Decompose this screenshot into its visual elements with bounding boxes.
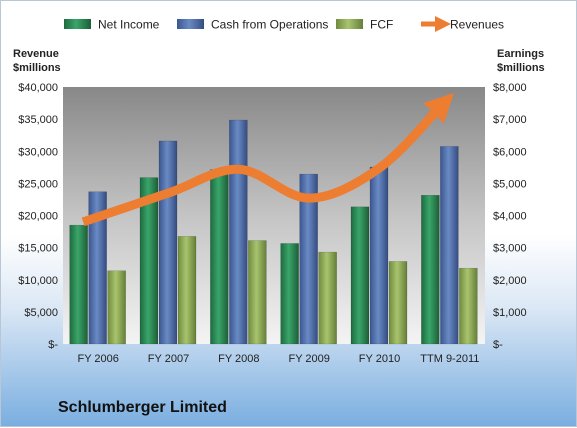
right-tick-label: $- — [493, 339, 503, 351]
left-tick-label: $15,000 — [18, 243, 58, 255]
x-tick-label: FY 2006 — [77, 353, 118, 365]
bar-net-income — [280, 243, 299, 345]
left-axis-title-line1: Revenue — [13, 48, 59, 60]
bar-fcf — [318, 251, 337, 345]
left-tick-label: $25,000 — [18, 178, 58, 190]
right-tick-label: $1,000 — [493, 307, 527, 319]
bars — [69, 119, 478, 345]
bar-net-income — [69, 224, 88, 345]
x-tick-label: FY 2009 — [288, 353, 329, 365]
left-tick-label: $10,000 — [18, 275, 58, 287]
x-tick-label: FY 2010 — [359, 353, 400, 365]
right-tick-label: $6,000 — [493, 146, 527, 158]
x-tick-label: FY 2008 — [218, 353, 259, 365]
bar-net-income — [210, 169, 229, 345]
left-tick-label: $30,000 — [18, 146, 58, 158]
left-tick-label: $- — [48, 339, 58, 351]
right-tick-label: $8,000 — [493, 82, 527, 94]
bar-fcf — [177, 236, 197, 345]
revenues-line — [81, 92, 454, 227]
bar-fcf — [459, 267, 478, 345]
right-tick-label: $4,000 — [493, 211, 527, 223]
bar-cash-from-operations — [229, 119, 248, 345]
right-axis-title-line2: $millions — [497, 62, 545, 74]
bar-cash-from-operations — [299, 173, 318, 345]
revenue-series — [81, 92, 454, 227]
legend-label-fcf: FCF — [370, 18, 393, 32]
legend-label-net-income: Net Income — [98, 18, 160, 32]
legend-swatch-net-income — [64, 19, 91, 29]
left-axis-title-line2: $millions — [13, 62, 61, 74]
x-tick-label: FY 2007 — [148, 353, 189, 365]
bar-fcf — [388, 261, 408, 345]
legend: Net Income Cash from Operations FCF Revenue… — [64, 15, 504, 33]
right-tick-label: $7,000 — [493, 114, 527, 126]
left-tick-label: $20,000 — [18, 211, 58, 223]
bar-net-income — [421, 195, 440, 345]
right-tick-label: $3,000 — [493, 243, 527, 255]
x-axis-ticks: FY 2006 FY 2007 FY 2008 FY 2009 FY 2010 TTM 9… — [77, 353, 479, 365]
bar-cash-from-operations — [88, 191, 107, 345]
left-tick-label: $35,000 — [18, 114, 58, 126]
left-tick-label: $5,000 — [24, 307, 58, 319]
right-tick-label: $2,000 — [493, 275, 527, 287]
legend-swatch-cash-from-operations — [177, 19, 204, 29]
left-axis-ticks: $- $5,000 $10,000 $15,000 $20,000 $25,000 $30,… — [18, 82, 58, 351]
x-tick-label: TTM 9-2011 — [420, 353, 479, 365]
left-tick-label: $40,000 — [18, 82, 58, 94]
legend-swatch-fcf — [336, 19, 363, 29]
bar-net-income — [350, 206, 370, 345]
company-name: Schlumberger Limited — [58, 399, 227, 416]
bar-cash-from-operations — [369, 166, 389, 345]
bar-net-income — [139, 177, 159, 345]
right-tick-label: $5,000 — [493, 178, 527, 190]
bar-cash-from-operations — [158, 140, 178, 345]
bar-cash-from-operations — [440, 146, 459, 345]
legend-label-cash-from-operations: Cash from Operations — [211, 18, 328, 32]
bar-fcf — [248, 240, 267, 345]
right-axis-title-line1: Earnings — [497, 48, 544, 60]
legend-label-revenues: Revenues — [450, 18, 504, 32]
right-axis-ticks: $- $1,000 $2,000 $3,000 $4,000 $5,000 $6,000 $7… — [493, 82, 527, 351]
bar-fcf — [107, 270, 126, 345]
